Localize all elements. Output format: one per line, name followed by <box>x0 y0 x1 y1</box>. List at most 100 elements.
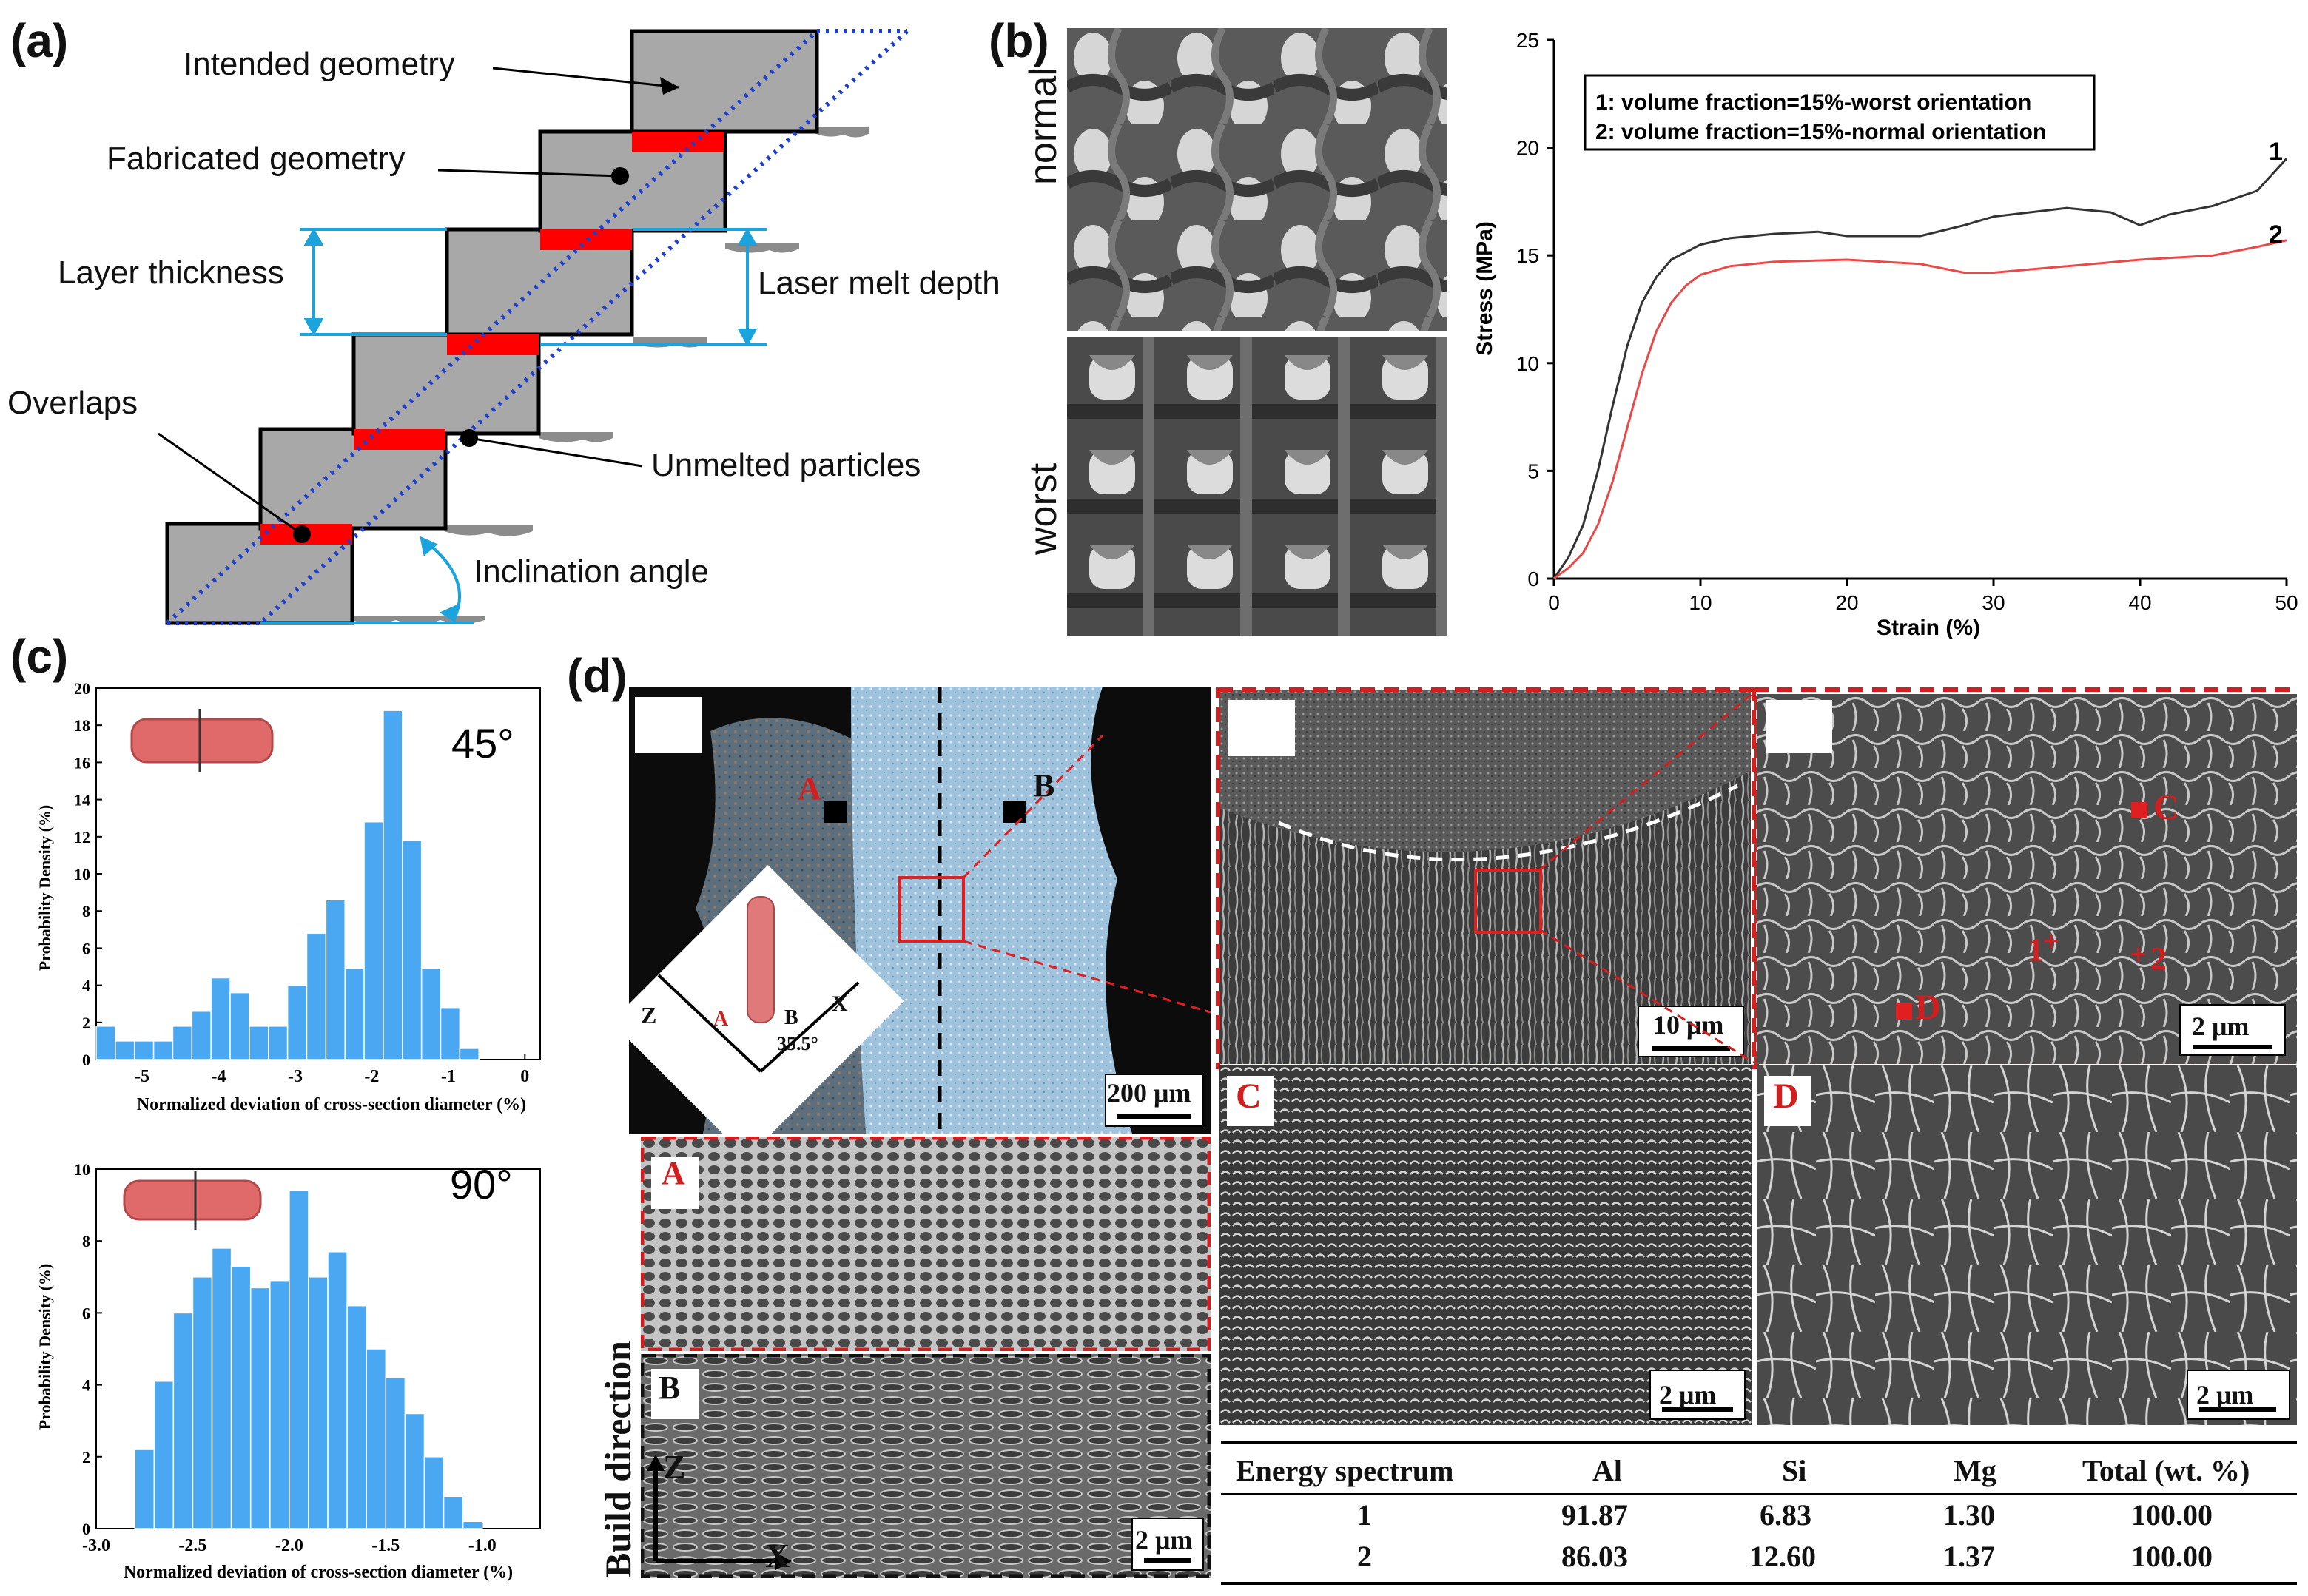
label-overlaps: Overlaps <box>7 385 138 421</box>
overview-marker-a: A <box>798 770 821 807</box>
histogram-bar <box>172 1312 194 1529</box>
histogram-bar <box>440 1006 461 1060</box>
x-tick-label: 0 <box>520 1067 529 1086</box>
table-row-2-si: 12.60 <box>1749 1540 1816 1573</box>
histogram-bar <box>249 1287 271 1529</box>
y-tick-label: 0 <box>82 1051 90 1069</box>
y-tick-label: 14 <box>74 791 90 809</box>
histogram-bar <box>344 968 365 1060</box>
histogram-bar <box>133 1040 155 1060</box>
point-1-cross: + <box>2042 924 2059 957</box>
label-laser-melt-depth: Laser melt depth <box>758 265 1000 301</box>
geometry-guides <box>165 29 909 625</box>
table-header-total: Total (wt. %) <box>2082 1454 2250 1487</box>
point-2-cross: + <box>2130 937 2147 971</box>
series-line-1 <box>1552 158 2288 579</box>
overlap-dot <box>293 525 311 543</box>
histogram-bar <box>443 1495 464 1529</box>
y-tick-label: 2 <box>82 1014 90 1032</box>
histogram-bar <box>346 1304 367 1529</box>
histogram-bar <box>95 1026 116 1060</box>
hist1-y-label: Probability Density (%) <box>36 805 54 971</box>
y-tick-label: 4 <box>82 1376 90 1395</box>
histogram-bar <box>289 1190 309 1529</box>
table-mid-rule <box>1221 1493 2297 1495</box>
histogram-bar <box>191 1010 212 1060</box>
panel-label-d: (d) <box>567 649 628 702</box>
histogram-bar <box>229 991 250 1060</box>
histogram-bar <box>325 899 346 1060</box>
x-axis-label: Strain (%) <box>1877 616 1980 640</box>
x-tick-label: -2.0 <box>275 1536 303 1555</box>
y-tick-label: 6 <box>82 1304 90 1322</box>
y-tick-label: 8 <box>82 1232 90 1250</box>
label-normal: normal <box>1022 67 1065 185</box>
overview-micrograph <box>629 687 1211 1134</box>
micrograph-a <box>641 1137 1211 1351</box>
x-tick-label: 40 <box>2128 591 2151 614</box>
layer-schematic <box>158 29 909 625</box>
sub-b-axis-z: Z <box>663 1448 686 1486</box>
inset-axis-z: Z <box>641 1002 657 1028</box>
histogram-bar <box>172 1026 193 1060</box>
inset-marker-a: A <box>713 1008 729 1031</box>
table-row-1-total: 100.00 <box>2131 1498 2213 1532</box>
x-tick-label: -1.0 <box>468 1536 497 1555</box>
sub-b-axis-x: X <box>765 1537 790 1575</box>
table-top-rule <box>1221 1441 2297 1444</box>
marker-c: C <box>2153 788 2179 827</box>
table-row-1-si: 6.83 <box>1760 1498 1811 1532</box>
leader-lines <box>158 67 680 536</box>
fabricated-dot <box>611 167 629 185</box>
histogram-bar <box>385 1377 406 1529</box>
series-line-2 <box>1553 239 2287 580</box>
histogram-bar <box>402 840 423 1060</box>
y-tick-label: 16 <box>74 753 90 772</box>
label-worst: worst <box>1022 462 1065 555</box>
y-tick-label: 4 <box>82 977 90 995</box>
x-tick-label: -3 <box>288 1067 303 1086</box>
hist2-y-label: Probability Density (%) <box>36 1264 54 1430</box>
y-tick-label: 2 <box>82 1448 90 1467</box>
zoom-scale-label: 10 μm <box>1653 1010 1724 1040</box>
y-tick-label: 10 <box>74 1160 90 1179</box>
y-tick-label: 12 <box>74 828 90 846</box>
chart-legend-box <box>1584 74 2096 151</box>
table-row-1-mg: 1.30 <box>1943 1498 1995 1532</box>
histogram-bar <box>306 932 327 1060</box>
stress-strain-axes: 0 10 20 30 40 50 0 5 10 15 20 25 <box>1516 29 2298 614</box>
intended-arrowhead <box>660 77 679 95</box>
sub-b-scale-label: 2 μm <box>1135 1525 1193 1555</box>
micrograph-c <box>1219 1065 1752 1425</box>
hist1-x-label: Normalized deviation of cross-section di… <box>137 1095 526 1114</box>
histogram-90-bars <box>134 1190 483 1529</box>
table-row-1-al: 91.87 <box>1561 1498 1628 1532</box>
histogram-bar <box>420 968 442 1060</box>
panel-label-c: (c) <box>10 630 69 683</box>
hist2-angle-label: 90° <box>450 1161 513 1208</box>
overview-marker-b: B <box>1033 767 1055 804</box>
hist2-x-label: Normalized deviation of cross-section di… <box>124 1563 513 1582</box>
unmelted-dot <box>460 429 478 447</box>
histogram-bar <box>363 821 384 1060</box>
inset-axis-x: X <box>832 991 848 1016</box>
y-tick-label: 10 <box>1516 352 1539 375</box>
histogram-bar <box>230 1265 252 1529</box>
table-bottom-rule <box>1221 1582 2297 1585</box>
table-header-spectrum: Energy spectrum <box>1236 1454 1454 1487</box>
x-tick-label: 50 <box>2275 591 2298 614</box>
y-tick-label: 20 <box>1516 137 1539 160</box>
point-1: 1 <box>2028 932 2044 968</box>
y-tick-label: 5 <box>1527 459 1539 482</box>
hist2-specimen-icon <box>123 1171 262 1230</box>
inset-marker-b: B <box>784 1006 798 1029</box>
label-fabricated-geometry: Fabricated geometry <box>107 141 406 177</box>
sub-c-label: C <box>1236 1077 1262 1116</box>
y-axis-label: Stress (MPa) <box>1473 221 1497 356</box>
stress-strain-chart: 0 10 20 30 40 50 0 5 10 15 20 25 1: volume fraction… <box>1473 29 2298 640</box>
panel-label-b: (b) <box>989 14 1049 67</box>
hist1-angle-label: 45° <box>451 720 514 767</box>
histogram-bar <box>268 1026 289 1060</box>
histogram-bar <box>192 1276 213 1529</box>
histogram-bar <box>286 984 308 1060</box>
